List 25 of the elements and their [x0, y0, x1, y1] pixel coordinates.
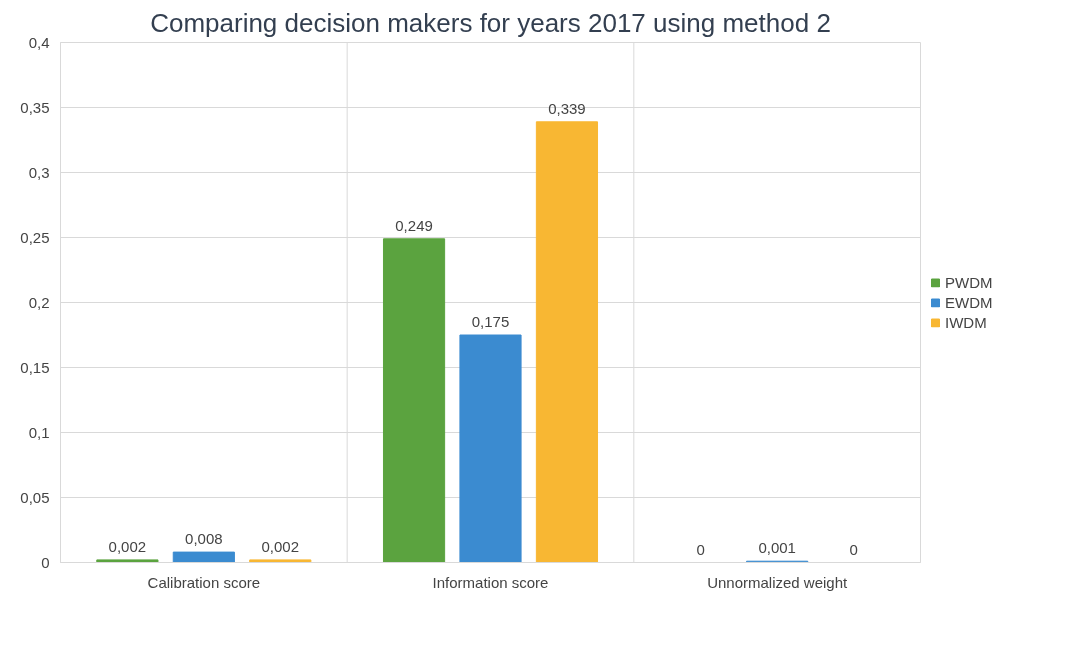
y-tick-label: 0,3 — [28, 163, 50, 181]
x-tick-label: Information score — [432, 573, 549, 591]
legend-label: EWDM — [945, 293, 993, 311]
data-label: 0,339 — [548, 99, 586, 117]
y-tick-label: 0,15 — [20, 358, 50, 376]
data-label: 0,249 — [395, 216, 433, 234]
y-tick-label: 0,2 — [28, 293, 50, 311]
y-tick-label: 0,1 — [28, 423, 50, 441]
data-label: 0,175 — [471, 313, 510, 330]
x-tick-label: Calibration score — [147, 573, 261, 591]
y-tick-label: 0,4 — [28, 33, 50, 51]
data-label: 0,002 — [261, 537, 300, 555]
y-tick-label: 0,05 — [20, 488, 50, 506]
data-label: 0,002 — [108, 537, 147, 555]
y-tick-label: 0 — [41, 553, 50, 571]
data-label: 0,008 — [185, 530, 223, 548]
legend-label: PWDM — [945, 273, 993, 291]
data-label: 0 — [849, 540, 858, 558]
y-tick-label: 0,35 — [20, 98, 50, 116]
x-tick-label: Unnormalized weight — [707, 573, 849, 591]
y-tick-label: 0,25 — [20, 228, 50, 246]
data-label: 0,001 — [758, 539, 796, 557]
legend-label: IWDM — [945, 313, 987, 331]
data-label: 0 — [696, 540, 705, 558]
chart-title: Comparing decision makers for years 2017 using method 2 — [150, 7, 831, 38]
